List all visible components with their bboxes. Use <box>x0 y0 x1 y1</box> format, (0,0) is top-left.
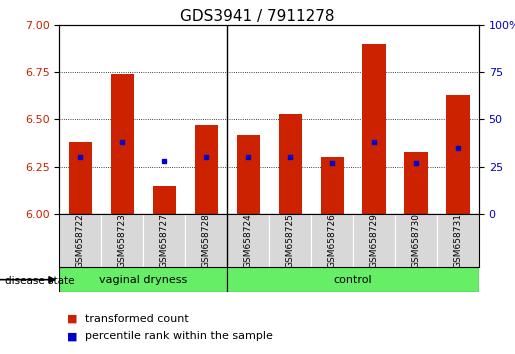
Text: ■: ■ <box>67 314 77 324</box>
Text: vaginal dryness: vaginal dryness <box>99 275 187 285</box>
Bar <box>236 135 260 214</box>
Bar <box>320 157 344 214</box>
Text: disease state: disease state <box>5 276 75 286</box>
Text: transformed count: transformed count <box>85 314 188 324</box>
Text: GDS3941 / 7911278: GDS3941 / 7911278 <box>180 9 335 24</box>
Bar <box>447 95 470 214</box>
Bar <box>59 214 101 267</box>
Text: ■: ■ <box>67 331 77 341</box>
Text: GSM658727: GSM658727 <box>160 213 168 268</box>
Text: percentile rank within the sample: percentile rank within the sample <box>85 331 273 341</box>
Text: GSM658728: GSM658728 <box>202 213 211 268</box>
Text: GSM658724: GSM658724 <box>244 213 252 268</box>
Bar <box>227 267 479 292</box>
Text: GSM658725: GSM658725 <box>286 213 295 268</box>
Bar <box>279 114 302 214</box>
Bar <box>311 214 353 267</box>
Bar <box>269 214 311 267</box>
Text: GSM658729: GSM658729 <box>370 213 379 268</box>
Bar <box>111 74 134 214</box>
Bar <box>363 44 386 214</box>
Bar <box>195 125 218 214</box>
Bar <box>227 214 269 267</box>
Bar <box>353 214 395 267</box>
Text: GSM658730: GSM658730 <box>411 213 420 268</box>
Bar <box>59 267 227 292</box>
Bar <box>68 142 92 214</box>
Text: GSM658722: GSM658722 <box>76 213 84 268</box>
Text: GSM658731: GSM658731 <box>454 213 462 268</box>
Bar <box>185 214 227 267</box>
Text: control: control <box>334 275 372 285</box>
Bar <box>395 214 437 267</box>
Text: GSM658723: GSM658723 <box>118 213 127 268</box>
Bar <box>437 214 479 267</box>
Bar <box>404 152 427 214</box>
Text: GSM658726: GSM658726 <box>328 213 336 268</box>
Bar <box>152 186 176 214</box>
Bar <box>101 214 143 267</box>
Bar <box>143 214 185 267</box>
